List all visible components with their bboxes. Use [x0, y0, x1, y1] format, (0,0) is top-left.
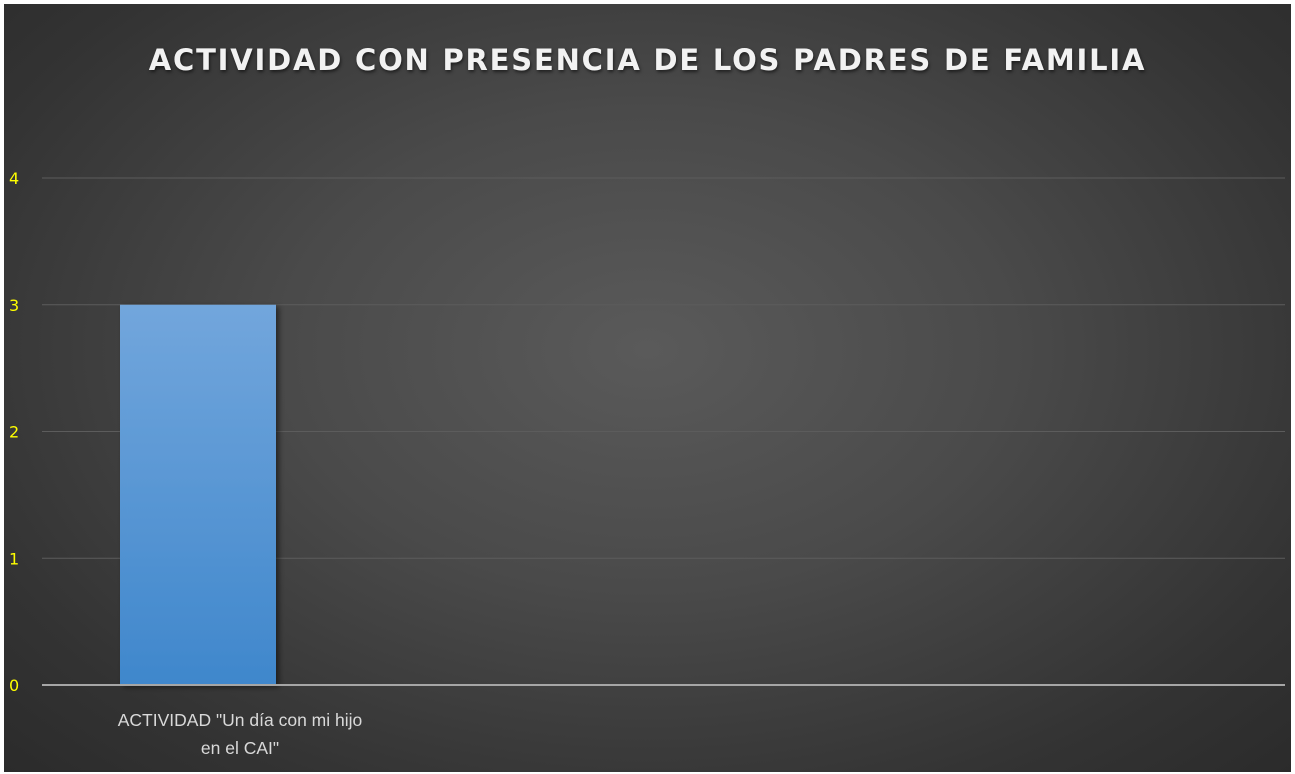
chart-plot: 0 1 2 3 4 ACTIVIDAD "Un día con mi hijo en el… [9, 169, 1285, 758]
bars [120, 304, 276, 685]
x-axis-ticks: ACTIVIDAD "Un día con mi hijo en el CAI" [118, 710, 363, 758]
y-tick-label: 4 [9, 169, 19, 188]
chart-area: ACTIVIDAD CON PRESENCIA DE LOS PADRES DE… [4, 4, 1291, 772]
y-tick-label: 3 [9, 296, 19, 315]
y-tick-label: 0 [9, 676, 19, 695]
chart-title: ACTIVIDAD CON PRESENCIA DE LOS PADRES DE… [148, 43, 1147, 77]
bar [120, 304, 276, 685]
y-axis-ticks: 0 1 2 3 4 [9, 169, 19, 695]
y-tick-label: 1 [9, 549, 19, 568]
x-tick-label: en el CAI" [201, 738, 279, 758]
y-tick-label: 2 [9, 423, 19, 442]
x-tick-label: ACTIVIDAD "Un día con mi hijo [118, 710, 363, 730]
